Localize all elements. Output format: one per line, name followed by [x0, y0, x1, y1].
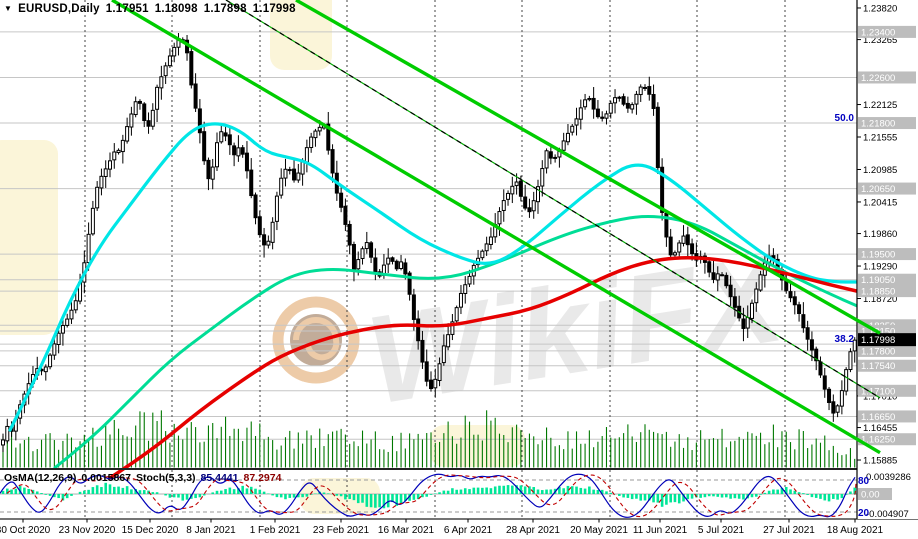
price-axis[interactable]: 1.23820 1.23265 1.22125 1.21555 1.20985 1.204…: [835, 0, 918, 520]
candles: [1, 33, 857, 453]
time-axis-label: 27 Jul 2021: [763, 525, 815, 536]
ohlc-low: 1.17898: [203, 3, 247, 15]
osma-label: OsMA(12,26,9): [4, 472, 77, 484]
level-lines: [0, 31, 857, 440]
svg-text:1.23265: 1.23265: [863, 35, 897, 46]
svg-text:1.17998: 1.17998: [861, 335, 895, 346]
svg-text:-0.004907: -0.004907: [866, 509, 909, 520]
time-axis-label: 23 Feb 2021: [313, 525, 370, 536]
time-axis-label: 1 Feb 2021: [250, 525, 301, 536]
svg-text:1.19290: 1.19290: [863, 262, 897, 273]
svg-text:1.18720: 1.18720: [863, 294, 897, 305]
fib-level-label: 50.0: [835, 113, 855, 124]
time-axis-label: 15 Dec 2020: [122, 525, 179, 536]
svg-text:1.16250: 1.16250: [861, 435, 895, 446]
svg-text:1.18850: 1.18850: [861, 287, 895, 298]
time-axis-label: 6 Apr 2021: [444, 525, 493, 536]
svg-text:80: 80: [858, 476, 870, 487]
svg-text:1.17010: 1.17010: [863, 391, 897, 402]
trendline-thin-dashed[interactable]: [225, 0, 881, 399]
indicator-pane[interactable]: [0, 473, 857, 518]
time-axis-label: 11 Jun 2021: [633, 525, 688, 536]
ma-medium-green: [53, 215, 859, 470]
time-axis-label: 16 Mar 2021: [378, 525, 435, 536]
svg-text:1.20985: 1.20985: [863, 165, 897, 176]
ma-slow-red: [108, 255, 859, 480]
time-axis-label: 18 Aug 2021: [827, 525, 884, 536]
svg-text:1.23400: 1.23400: [861, 27, 895, 38]
svg-text:1.19500: 1.19500: [861, 250, 895, 261]
ohlc-close: 1.17998: [252, 3, 296, 15]
svg-text:0.0039286: 0.0039286: [866, 472, 911, 483]
time-axis-label: 23 Nov 2020: [59, 525, 116, 536]
svg-text:1.20415: 1.20415: [863, 197, 897, 208]
svg-text:1.21555: 1.21555: [863, 133, 897, 144]
ohlc-high: 1.18098: [154, 3, 198, 15]
time-axis-label: 8 Jan 2021: [186, 525, 236, 536]
trendline-channel-upper[interactable]: [295, 0, 881, 335]
osma-value: 0.0015867: [81, 472, 132, 484]
time-axis-label: 28 Apr 2021: [506, 525, 560, 536]
time-axis-label: 20 May 2021: [570, 525, 628, 536]
ma-fast-cyan: [8, 122, 859, 432]
svg-text:1.21800: 1.21800: [861, 119, 895, 130]
svg-text:1.17540: 1.17540: [861, 361, 895, 372]
svg-text:1.20650: 1.20650: [861, 184, 895, 195]
svg-text:1.23820: 1.23820: [863, 3, 897, 14]
wikifx-logo-watermark: [272, 296, 360, 384]
svg-text:1.15885: 1.15885: [863, 456, 897, 467]
svg-text:0.00: 0.00: [861, 490, 880, 501]
trendlines: [111, 0, 881, 455]
svg-text:1.19050: 1.19050: [861, 275, 895, 286]
svg-text:1.22125: 1.22125: [863, 100, 897, 111]
svg-text:1.22600: 1.22600: [861, 73, 895, 84]
stoch-d-value: 87.2974: [243, 472, 282, 484]
indicator-header: OsMA(12,26,9) 0.0015867 Stoch(5,3,3) 85.444…: [4, 472, 286, 484]
svg-text:1.16650: 1.16650: [861, 412, 895, 423]
current-price-label: 1.17998: [858, 333, 916, 347]
time-axis-label: 5 Jul 2021: [698, 525, 745, 536]
stoch-k-line: [0, 473, 856, 518]
ohlc-open: 1.17951: [105, 3, 149, 15]
stoch-label: Stoch(5,3,3): [136, 472, 196, 484]
svg-text:20: 20: [858, 508, 870, 519]
symbol-header: ▼ EURUSD,Daily 1.17951 1.18098 1.17898 1.1799…: [4, 3, 302, 15]
svg-text:1.16455: 1.16455: [863, 423, 897, 434]
pane-separators: [0, 468, 918, 520]
symbol-timeframe-label: EURUSD,Daily: [18, 3, 100, 15]
symbol-dropdown-icon[interactable]: ▼: [4, 4, 13, 13]
svg-text:1.17100: 1.17100: [861, 386, 895, 397]
trendline-channel-lower[interactable]: [111, 0, 881, 455]
fib-level-label: 38.2: [835, 334, 855, 345]
volume-bars: [2, 410, 856, 468]
time-axis[interactable]: 30 Oct 2020 23 Nov 2020 15 Dec 2020 8 Jan 2…: [0, 519, 884, 536]
svg-text:1.17800: 1.17800: [861, 346, 895, 357]
svg-text:1.19860: 1.19860: [863, 229, 897, 240]
time-axis-label: 30 Oct 2020: [0, 525, 51, 536]
moving-averages: [8, 122, 859, 480]
stoch-k-value: 85.4441: [200, 472, 239, 484]
